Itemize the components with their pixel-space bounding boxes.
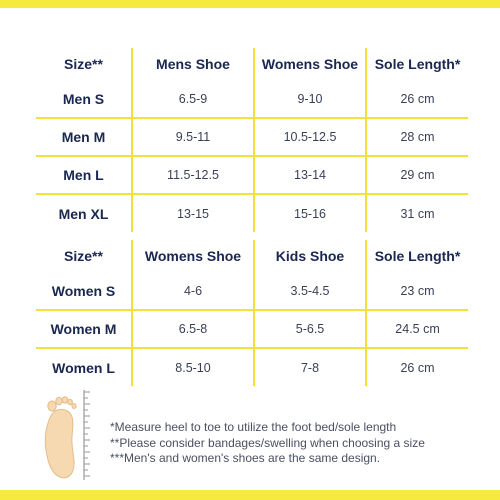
table-row: Men XL 13-15 15-16 31 cm	[36, 194, 468, 232]
kids-shoe-range: 5-6.5	[254, 310, 367, 349]
womens-shoe-range: 10.5-12.5	[254, 118, 367, 157]
sole-length: 26 cm	[400, 360, 435, 375]
sole-length: 29 cm	[366, 156, 468, 195]
size-label: Women M	[36, 310, 133, 349]
table-header-row: Size** Mens Shoe Womens Shoe Sole Length…	[36, 48, 468, 80]
foot-with-ruler-icon	[38, 386, 96, 482]
men-size-table: Size** Mens Shoe Womens Shoe Sole Length…	[36, 48, 468, 232]
header-size: Size**	[36, 48, 133, 80]
kids-shoe-range: 7-8	[254, 348, 367, 386]
mens-shoe-range: 13-15	[132, 194, 255, 232]
womens-shoe-range: 15-16	[254, 194, 367, 232]
mens-shoe-range: 6.5-9	[132, 80, 255, 119]
header-size: Size**	[36, 240, 133, 272]
table-row: Men L 11.5-12.5 13-14 29 cm	[36, 156, 468, 195]
sole-length: 23 cm	[366, 272, 468, 311]
size-label: Men L	[36, 156, 133, 195]
table-row: Men S 6.5-9 9-10 26 cm	[36, 80, 468, 119]
table-row: Women M 6.5-8 5-6.5 24.5 cm	[36, 310, 468, 349]
sole-length: 26 cm	[366, 80, 468, 119]
note-bandages: **Please consider bandages/swelling when…	[110, 435, 425, 450]
sole-length: 24.5 cm	[366, 310, 468, 349]
table-row: Women L 8.5-10 7-8 26 cm	[36, 348, 468, 386]
size-label: Women S	[36, 272, 133, 311]
top-accent-band	[0, 0, 500, 8]
womens-shoe-range: 13-14	[254, 156, 367, 195]
bottom-accent-band	[0, 490, 500, 500]
size-label: Women L	[36, 348, 133, 386]
header-mens-shoe: Mens Shoe	[132, 48, 255, 80]
header-sole-length: Sole Length*	[374, 56, 461, 72]
note-same-design: ***Men's and women's shoes are the same …	[110, 451, 381, 465]
size-notes: *Measure heel to toe to utilize the foot…	[110, 420, 490, 467]
header-sole-length: Sole Length*	[374, 248, 461, 264]
table-header-row: Size** Womens Shoe Kids Shoe Sole Length…	[36, 240, 468, 272]
mens-shoe-range: 9.5-11	[132, 118, 255, 157]
womens-shoe-range: 9-10	[254, 80, 367, 119]
header-womens-shoe: Womens Shoe	[132, 240, 255, 272]
womens-shoe-range: 6.5-8	[132, 310, 255, 349]
table-row: Men M 9.5-11 10.5-12.5 28 cm	[36, 118, 468, 157]
womens-shoe-range: 8.5-10	[132, 348, 255, 386]
header-kids-shoe: Kids Shoe	[254, 240, 367, 272]
sole-length: 28 cm	[366, 118, 468, 157]
size-label: Men M	[36, 118, 133, 157]
size-label: Men XL	[36, 194, 133, 232]
women-size-table: Size** Womens Shoe Kids Shoe Sole Length…	[36, 240, 468, 386]
sole-length: 31 cm	[400, 206, 435, 221]
kids-shoe-range: 3.5-4.5	[254, 272, 367, 311]
mens-shoe-range: 11.5-12.5	[132, 156, 255, 195]
table-row: Women S 4-6 3.5-4.5 23 cm	[36, 272, 468, 311]
note-measure: *Measure heel to toe to utilize the foot…	[110, 420, 397, 434]
header-womens-shoe: Womens Shoe	[254, 48, 367, 80]
womens-shoe-range: 4-6	[132, 272, 255, 311]
size-label: Men S	[36, 80, 133, 119]
